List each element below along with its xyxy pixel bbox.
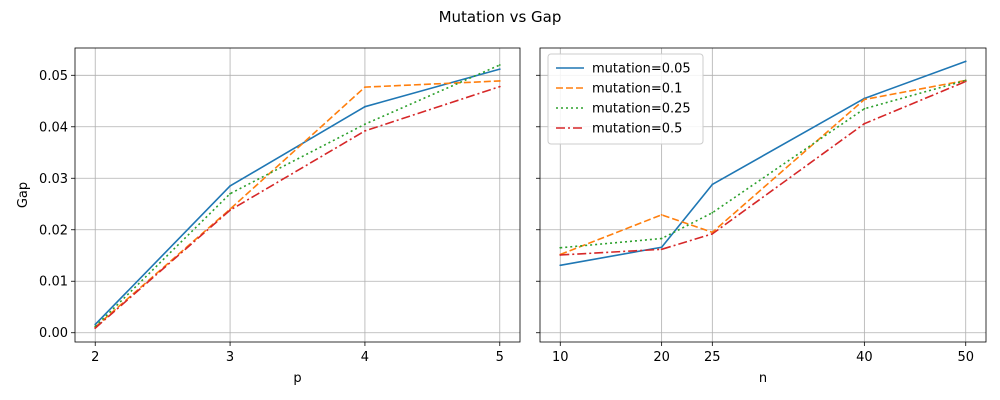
x-tick-label: 25 [704, 350, 721, 365]
y-tick-label: 0.02 [39, 223, 68, 238]
legend-label-1: mutation=0.05 [592, 62, 691, 77]
data-point [660, 248, 663, 251]
data-point [94, 323, 97, 326]
y-axis-label: Gap [16, 182, 31, 208]
data-point [559, 254, 562, 256]
data-point [863, 98, 866, 101]
data-point [660, 237, 663, 240]
chart-panel-1: 2 3 4 5 0.00 0.01 0.02 0.03 0.04 0.05 p Gap [16, 47, 521, 386]
series-line-4 [94, 85, 501, 329]
y-tick-label: 0.00 [39, 326, 68, 341]
data-point [559, 264, 562, 267]
data-point [711, 232, 714, 235]
data-point [660, 213, 663, 216]
chart-panel-2: 10 20 25 40 50nmutation=0.05mutation=0.1muta… [536, 47, 987, 386]
data-point [229, 209, 231, 212]
data-point [964, 80, 967, 83]
series-line-3 [94, 64, 501, 328]
data-point [863, 122, 866, 125]
data-point [964, 60, 967, 63]
x-tick-label: 40 [856, 350, 873, 365]
data-point [711, 211, 714, 214]
series-line-2 [94, 80, 500, 328]
data-point [498, 80, 501, 82]
legend-label-2: mutation=0.1 [592, 82, 682, 97]
data-point [660, 246, 663, 249]
y-tick-label: 0.04 [39, 120, 68, 135]
series-line-1 [94, 68, 500, 326]
plot-frame [539, 47, 987, 343]
chart-panels: 2 3 4 5 0.00 0.01 0.02 0.03 0.04 0.05 p Gap 10 20 25 40… [16, 47, 987, 386]
data-point [498, 64, 501, 66]
data-point [559, 246, 562, 249]
y-tick-label: 0.03 [39, 172, 68, 187]
data-point [364, 123, 366, 126]
legend: mutation=0.05 mutation=0.1 mutation=0.25 mu… [547, 53, 704, 145]
y-tick-label: 0.01 [39, 275, 68, 290]
x-axis-label: p [293, 371, 301, 386]
y-tick-label: 0.05 [39, 69, 68, 84]
data-point [711, 183, 714, 186]
data-point [364, 86, 366, 89]
x-tick-label: 50 [957, 350, 974, 365]
x-tick-label: 4 [361, 350, 369, 365]
data-point [364, 129, 366, 132]
plot-frame [74, 47, 521, 343]
data-point [498, 68, 501, 71]
x-tick-label: 3 [226, 350, 234, 365]
data-point [863, 107, 866, 110]
data-point [229, 185, 231, 187]
x-tick-label: 2 [91, 350, 99, 365]
figure-title: Mutation vs Gap [439, 8, 562, 26]
x-axis-label: n [759, 371, 767, 386]
legend-label-4: mutation=0.5 [592, 122, 682, 137]
legend-label-3: mutation=0.25 [592, 102, 691, 117]
x-tick-label: 20 [653, 350, 670, 365]
data-point [229, 192, 231, 195]
data-point [364, 105, 366, 108]
x-tick-label: 5 [496, 350, 504, 365]
data-point [498, 85, 501, 88]
data-point [94, 327, 97, 329]
x-tick-label: 10 [552, 350, 569, 365]
legend-box [547, 53, 704, 145]
